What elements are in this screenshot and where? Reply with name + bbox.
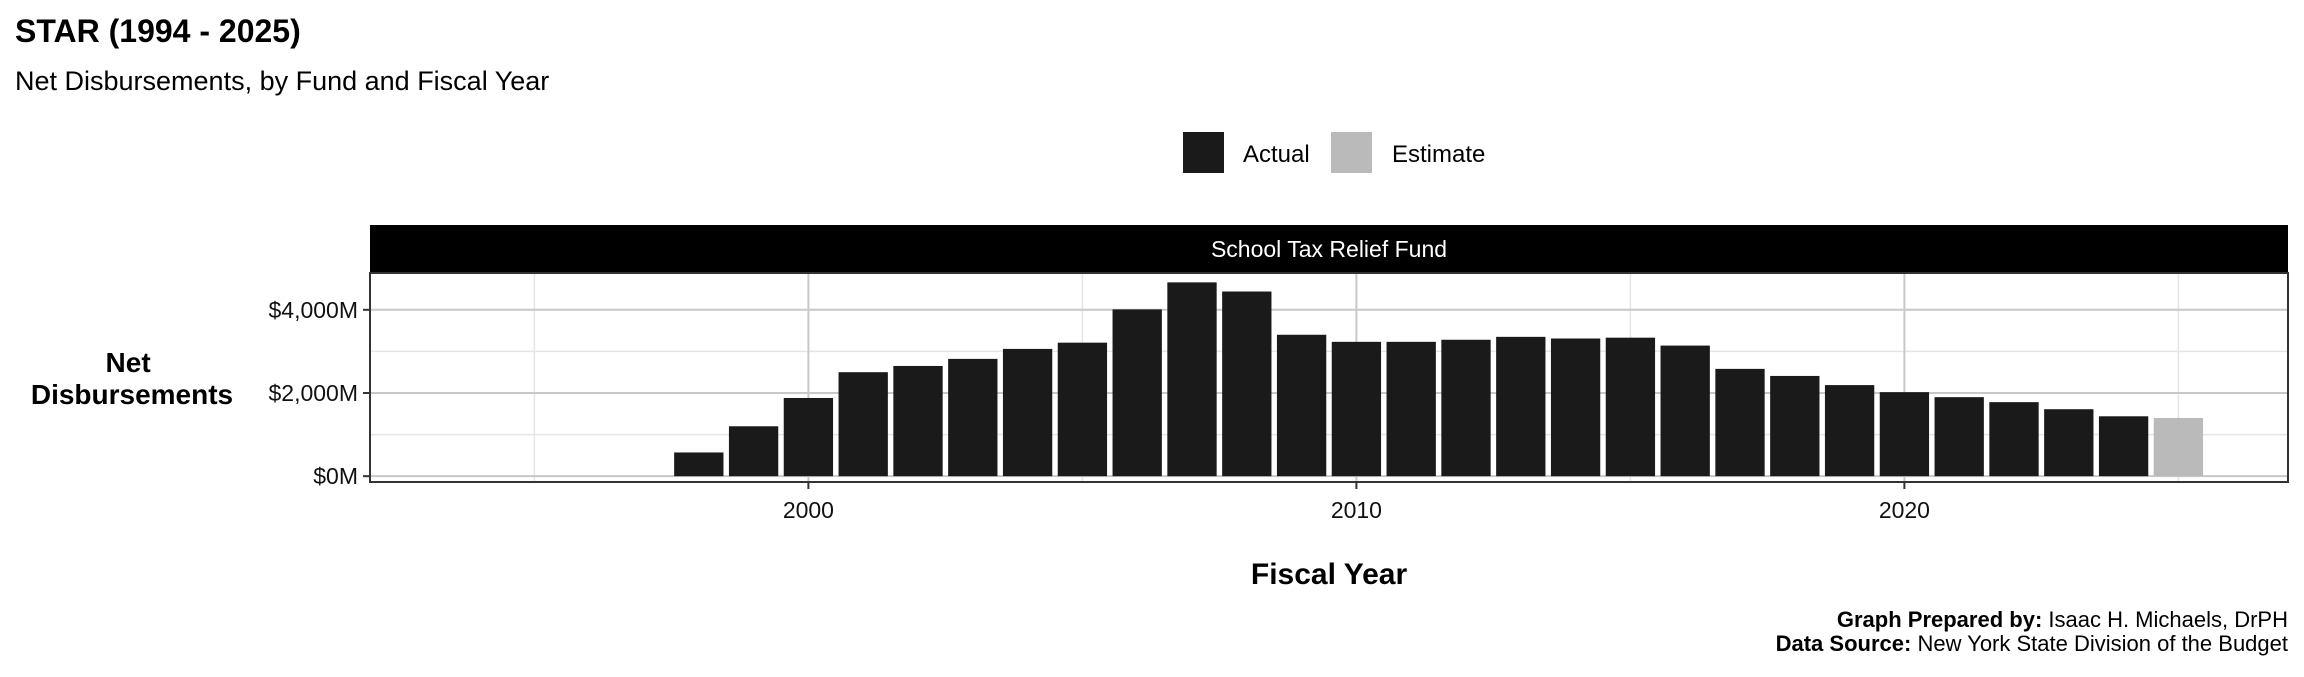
legend: Actual Estimate <box>1183 132 1485 173</box>
bar-2017 <box>1715 368 1765 477</box>
caption-prepared-value: Isaac H. Michaels, DrPH <box>2042 607 2288 632</box>
caption-source-value: New York State Division of the Budget <box>1911 631 2288 656</box>
bar-2016 <box>1660 345 1710 477</box>
bar-2011 <box>1386 341 1436 477</box>
x-tick-label: 2000 <box>783 497 834 523</box>
caption-prepared-by: Graph Prepared by: Isaac H. Michaels, Dr… <box>1837 607 2288 632</box>
facet-strip <box>370 225 2288 273</box>
bar-2021 <box>1934 397 1984 477</box>
bar-2024 <box>2098 416 2149 477</box>
bar-1999 <box>728 426 779 477</box>
y-tick-label: $2,000M <box>268 380 358 406</box>
y-tick-label: $4,000M <box>268 297 358 323</box>
y-tick-label: $0M <box>313 463 358 489</box>
bar-2019 <box>1824 385 1875 477</box>
bar-2000 <box>783 397 834 477</box>
bar-2014 <box>1550 338 1601 477</box>
legend-key-actual <box>1183 132 1224 173</box>
legend-label-estimate: Estimate <box>1392 141 1485 168</box>
bar-2020 <box>1879 392 1930 477</box>
bar-2002 <box>893 365 943 477</box>
panel-border <box>369 272 2289 483</box>
bar-2009 <box>1276 334 1327 477</box>
y-axis-title-line2: Disbursements <box>31 379 233 410</box>
bar-2007 <box>1167 282 1217 477</box>
bar-2023 <box>2044 409 2094 477</box>
bar-1998 <box>674 452 724 477</box>
chart-subtitle: Net Disbursements, by Fund and Fiscal Ye… <box>15 66 549 96</box>
bar-2022 <box>1989 402 2039 477</box>
x-axis-title: Fiscal Year <box>1251 558 1408 591</box>
facet-label: School Tax Relief Fund <box>1211 236 1447 262</box>
chart-title: STAR (1994 - 2025) <box>15 13 301 49</box>
legend-label-actual: Actual <box>1243 141 1310 168</box>
bar-2018 <box>1770 375 1820 477</box>
y-axis-title-line1: Net <box>106 347 151 378</box>
bars <box>674 282 2204 477</box>
bar-2025 <box>2153 417 2204 477</box>
bar-2013 <box>1496 336 1546 477</box>
bar-2012 <box>1441 339 1491 477</box>
caption-data-source: Data Source: New York State Division of … <box>1776 631 2288 656</box>
x-tick-label: 2010 <box>1331 497 1382 523</box>
bar-2005 <box>1057 342 1108 477</box>
x-tick-label: 2020 <box>1879 497 1930 523</box>
caption-prepared-label: Graph Prepared by: <box>1837 607 2042 632</box>
legend-key-estimate <box>1331 132 1372 173</box>
bar-2008 <box>1222 291 1272 477</box>
axes: $0M $2,000M $4,000M 2000 2010 2020 <box>268 297 1930 523</box>
bar-2003 <box>948 358 998 477</box>
bar-2001 <box>838 372 888 477</box>
bar-2006 <box>1112 309 1162 477</box>
caption-source-label: Data Source: <box>1776 631 1912 656</box>
bar-2004 <box>1002 348 1053 477</box>
bar-2010 <box>1331 341 1382 477</box>
bar-2015 <box>1605 337 1656 477</box>
y-axis-title: Net Disbursements <box>31 347 233 410</box>
